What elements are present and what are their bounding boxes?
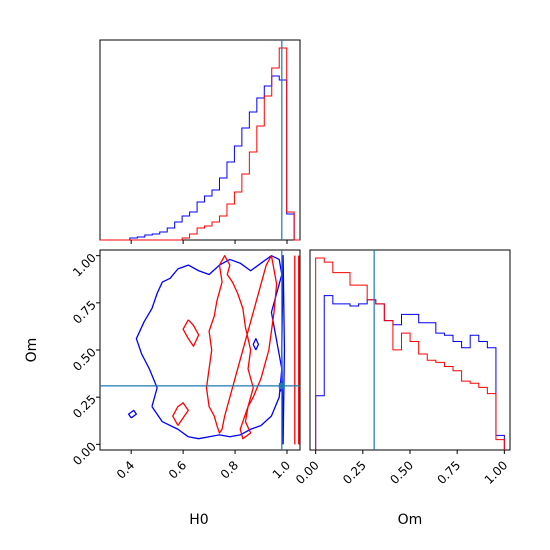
om-hist-series-b [315, 295, 505, 450]
joint-ytick-label: 1.00 [70, 251, 99, 280]
om-hist-frame [309, 249, 511, 451]
joint-ytick-label: 0.50 [70, 345, 99, 374]
h0-hist-frame [99, 39, 301, 241]
joint-ytick-label: 0.00 [70, 439, 99, 468]
joint-contours [100, 250, 300, 450]
joint-contour-panel: 0.4 0.6 0.8 1.0 0.00 0.25 0.50 0.75 1.00 [70, 249, 301, 482]
h0-histogram-panel [99, 39, 301, 244]
joint-xtick-label: 1.0 [270, 458, 293, 481]
om-hist-xtick-label: 0.00 [293, 458, 322, 487]
joint-xtick-label: 0.4 [114, 458, 137, 481]
joint-contour-series-a [182, 319, 200, 347]
h0-hist-series-b [100, 75, 300, 241]
joint-frame [99, 249, 301, 451]
om-hist-series-a [315, 257, 505, 450]
joint-x-axis-label: H0 [189, 512, 208, 528]
om-hist-xtick-label: 1.00 [482, 458, 511, 487]
om-hist-xtick-label: 0.75 [434, 458, 463, 487]
om-hist-xtick-label: 0.25 [340, 458, 369, 487]
joint-contour-series-b [252, 338, 260, 351]
joint-contour-series-a [205, 255, 278, 440]
joint-contour-series-b [135, 255, 283, 440]
joint-xtick-label: 0.6 [166, 458, 189, 481]
joint-contour-series-a [172, 402, 189, 426]
joint-ytick-label: 0.25 [70, 392, 99, 421]
om-histogram-panel: 0.00 0.25 0.50 0.75 1.00 [293, 249, 511, 487]
om-hist-xtick-label: 0.50 [387, 458, 416, 487]
joint-contour-series-b [127, 409, 138, 419]
h0-hist-series-a [100, 47, 300, 241]
joint-ytick-label: 0.75 [70, 298, 99, 327]
om-x-axis-label: Om [398, 512, 423, 528]
joint-xtick-label: 0.8 [218, 458, 241, 481]
joint-truth-marker [278, 382, 285, 389]
joint-y-axis-label: Om [24, 338, 40, 363]
